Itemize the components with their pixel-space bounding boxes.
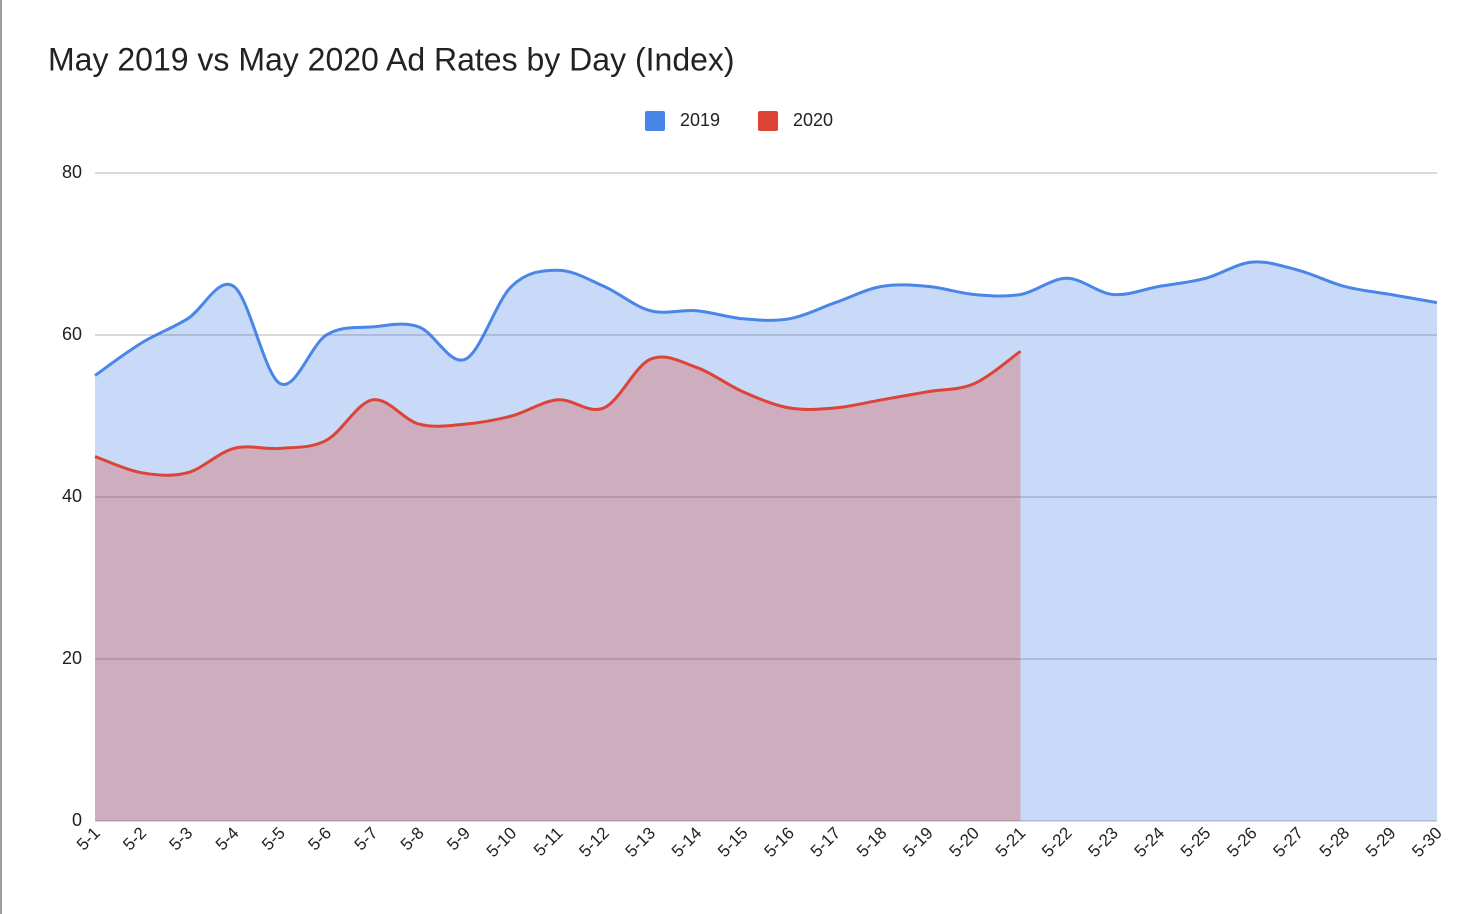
x-tick-label: 5-10 [483, 823, 520, 860]
x-tick-label: 5-24 [1131, 823, 1168, 860]
area-line [94, 349, 1022, 477]
legend-swatch [645, 111, 665, 131]
x-tick-label: 5-29 [1362, 823, 1399, 860]
x-tick-label: 5-11 [530, 823, 567, 860]
x-tick-label: 5-27 [1270, 823, 1307, 860]
area-line [94, 260, 1438, 386]
x-tick-label: 5-17 [807, 823, 844, 860]
x-tick-label: 5-23 [1084, 823, 1121, 860]
x-tick-label: 5-16 [760, 823, 797, 860]
x-tick-label: 5-20 [946, 823, 983, 860]
x-tick-label: 5-12 [575, 823, 612, 860]
x-tick-label: 5-19 [899, 823, 936, 860]
x-tick-label: 5-28 [1316, 823, 1353, 860]
legend-swatch [758, 111, 778, 131]
x-tick-label: 5-9 [443, 823, 474, 854]
y-tick-label: 20 [62, 648, 82, 668]
x-tick-label: 5-26 [1223, 823, 1260, 860]
x-tick-label: 5-5 [258, 823, 289, 854]
x-tick-label: 5-4 [212, 823, 243, 854]
x-tick-label: 5-14 [668, 823, 705, 860]
chart-title: May 2019 vs May 2020 Ad Rates by Day (In… [48, 41, 735, 77]
y-tick-label: 60 [62, 324, 82, 344]
x-tick-label: 5-3 [166, 823, 197, 854]
x-tick-label: 5-30 [1408, 823, 1445, 860]
x-tick-label: 5-2 [119, 823, 150, 854]
left-border [0, 0, 2, 914]
x-tick-label: 5-7 [351, 823, 382, 854]
area-fill [95, 351, 1021, 821]
x-tick-label: 5-18 [853, 823, 890, 860]
area-fill [95, 261, 1437, 822]
x-tick-label: 5-21 [992, 823, 1029, 860]
y-tick-label: 40 [62, 486, 82, 506]
x-tick-label: 5-25 [1177, 823, 1214, 860]
y-tick-label: 80 [62, 162, 82, 182]
legend-label: 2020 [793, 110, 833, 130]
y-tick-label: 0 [72, 810, 82, 830]
x-tick-label: 5-8 [397, 823, 428, 854]
x-tick-label: 5-6 [304, 823, 335, 854]
x-tick-label: 5-13 [622, 823, 659, 860]
x-tick-label: 5-22 [1038, 823, 1075, 860]
legend-label: 2019 [680, 110, 720, 130]
x-tick-label: 5-15 [714, 823, 751, 860]
